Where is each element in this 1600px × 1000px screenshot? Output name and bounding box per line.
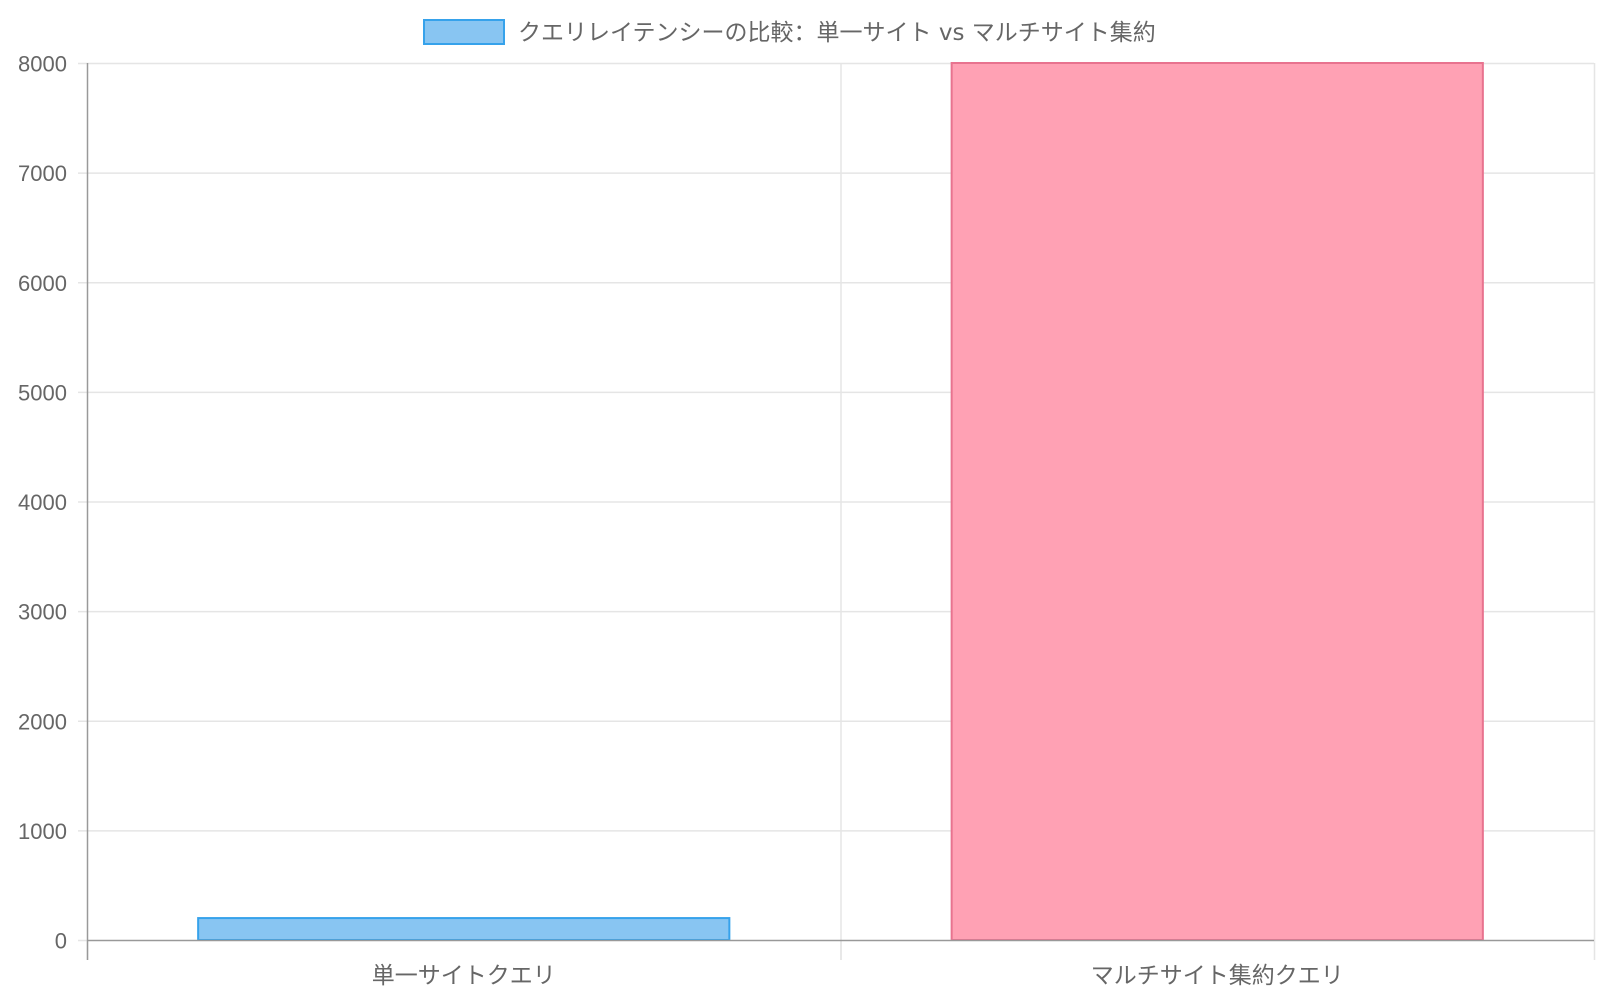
x-category-labels: 単一サイトクエリ マルチサイト集約クエリ	[372, 963, 1344, 989]
y-tick-label: 3000	[18, 600, 67, 625]
x-category-label: 単一サイトクエリ	[372, 963, 556, 989]
axes	[78, 62, 1594, 960]
y-tick-label: 0	[55, 929, 67, 954]
y-tick-label: 8000	[18, 52, 67, 77]
y-tick-label: 7000	[18, 161, 67, 186]
y-tick-label: 6000	[18, 271, 67, 296]
y-tick-label: 2000	[18, 709, 67, 734]
x-category-label: マルチサイト集約クエリ	[1091, 963, 1344, 989]
legend[interactable]: クエリレイテンシーの比較：単一サイト vs マルチサイト集約	[423, 19, 1156, 46]
legend-label[interactable]: クエリレイテンシーの比較：単一サイト vs マルチサイト集約	[518, 20, 1156, 46]
y-tick-labels: 0 1000 2000 3000 4000 5000 6000 7000 8000	[18, 52, 67, 954]
bar[interactable]	[197, 917, 731, 942]
y-tick-label: 5000	[18, 380, 67, 405]
bar[interactable]	[950, 62, 1484, 941]
bars	[197, 62, 1484, 942]
y-tick-label: 1000	[18, 819, 67, 844]
legend-swatch[interactable]	[423, 19, 505, 45]
y-tick-label: 4000	[18, 490, 67, 515]
gridlines	[87, 62, 1596, 960]
